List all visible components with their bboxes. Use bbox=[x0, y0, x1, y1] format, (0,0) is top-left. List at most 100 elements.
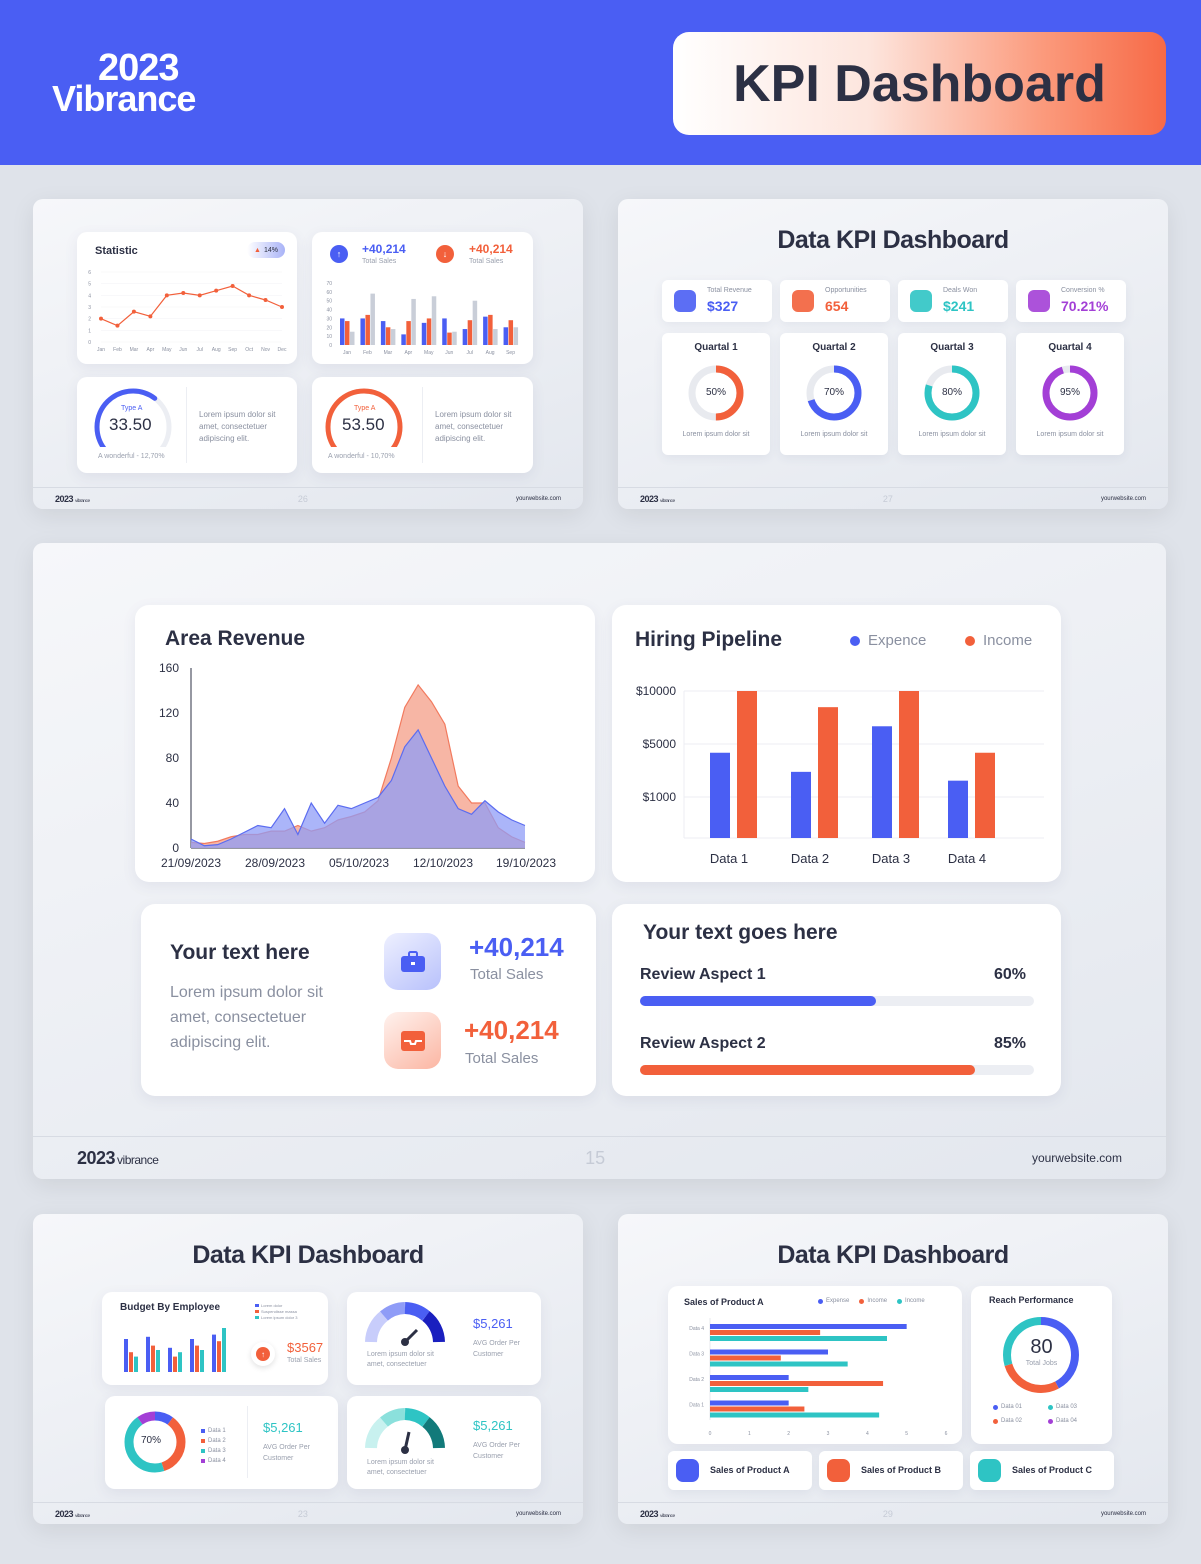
product-label: Sales of Product A bbox=[710, 1465, 790, 1475]
hiring-pipeline-title: Hiring Pipeline bbox=[635, 628, 783, 651]
gauge-card-b: Type A 53.50 A wonderful - 10,70% Lorem … bbox=[312, 377, 533, 473]
tick-label: Dec bbox=[278, 347, 287, 353]
product-label: Sales of Product C bbox=[1012, 1465, 1093, 1475]
product-card-2[interactable]: Sales of Product B bbox=[819, 1451, 963, 1490]
product-card-1[interactable]: Sales of Product A bbox=[668, 1451, 812, 1490]
footer-url[interactable]: yourwebsite.com bbox=[1100, 1510, 1146, 1517]
slide-27[interactable]: Data KPI Dashboard Total Revenue $327 Oppo… bbox=[618, 199, 1168, 509]
tick-label: Sep bbox=[506, 350, 515, 356]
legend-item: Data 04 bbox=[1048, 1418, 1103, 1424]
tick-label: 5 bbox=[905, 1431, 908, 1437]
donut-kpi-label: AVG Order Per Customer bbox=[263, 1444, 310, 1462]
gauge-2-label: AVG Order Per Customer bbox=[473, 1442, 520, 1460]
bar bbox=[411, 298, 416, 345]
gauge-a-text: Lorem ipsum dolor sit amet, consectetuer… bbox=[199, 410, 276, 443]
bar-income bbox=[818, 707, 838, 838]
footer-url[interactable]: yourwebsite.com bbox=[515, 495, 561, 502]
legend-text: Data 03 bbox=[1056, 1404, 1078, 1410]
gauge-card-2: Lorem ipsum dolor sit amet, consectetuer… bbox=[347, 1396, 541, 1489]
bar bbox=[190, 1339, 194, 1372]
area-revenue-card: Area Revenue 160 120 80 40 0 21/09/2023 28/09/… bbox=[135, 605, 595, 882]
kpi-down-label: Total Sales bbox=[469, 258, 504, 265]
bar bbox=[129, 1352, 133, 1372]
bar bbox=[360, 318, 365, 345]
product-card-3[interactable]: Sales of Product C bbox=[970, 1451, 1114, 1490]
legend-item: Data 01 bbox=[993, 1404, 1048, 1410]
data-point bbox=[181, 291, 186, 295]
bar bbox=[442, 318, 447, 345]
quartal-title: Quartal 1 bbox=[694, 342, 738, 353]
stat-icon bbox=[674, 290, 696, 312]
tick-label: 21/09/2023 bbox=[161, 856, 221, 870]
tick-label: Jul bbox=[466, 350, 472, 356]
legend-dot bbox=[897, 1298, 903, 1304]
tick-label: $5000 bbox=[643, 737, 677, 751]
bar bbox=[195, 1345, 199, 1372]
tick-label: 0 bbox=[709, 1431, 712, 1437]
legend-text: Data 1 bbox=[208, 1428, 226, 1434]
tick-label: 1 bbox=[88, 328, 91, 334]
hbar bbox=[710, 1381, 884, 1386]
page-number: 23 bbox=[297, 1508, 308, 1519]
tick-label: 40 bbox=[326, 308, 332, 314]
slide-15[interactable]: Area Revenue 160 120 80 40 0 21/09/2023 28/09/… bbox=[33, 543, 1166, 1179]
tick-label: 2 bbox=[88, 317, 91, 323]
kpi-up-label: Total Sales bbox=[362, 258, 397, 265]
footer-url[interactable]: yourwebsite.com bbox=[515, 1510, 561, 1517]
tick-label: 0 bbox=[329, 343, 332, 349]
data-point bbox=[115, 323, 120, 328]
statistic-line bbox=[100, 285, 283, 327]
page-number: 29 bbox=[882, 1508, 893, 1519]
arrow-up-icon: ▲ bbox=[254, 246, 261, 254]
bar bbox=[462, 329, 468, 345]
gauge-a-value: 33.50 bbox=[109, 415, 152, 434]
tick-label: 0 bbox=[88, 340, 91, 346]
legend-item: Income bbox=[859, 1298, 887, 1304]
slide-29[interactable]: Data KPI Dashboard Sales of Product A Ex… bbox=[618, 1214, 1168, 1524]
progress-track bbox=[640, 996, 1034, 1006]
bar bbox=[488, 314, 493, 345]
slide-23[interactable]: Data KPI Dashboard Budget By Employee Lo… bbox=[33, 1214, 583, 1524]
stat-card-3: Deals Won $241 bbox=[898, 280, 1008, 322]
bar-expence bbox=[872, 726, 892, 838]
text-card-body: Lorem ipsum dolor sit amet, consectetuer… bbox=[170, 984, 323, 1051]
slide-26[interactable]: Statistic ▲ 14% 6 5 4 3 2 1 0 Jan Feb Mar Apr May Jun… bbox=[33, 199, 583, 509]
kpi-sales-2-label: Total Sales bbox=[465, 1050, 539, 1067]
bar bbox=[380, 321, 386, 345]
bar bbox=[168, 1347, 172, 1372]
data-point bbox=[230, 284, 235, 288]
tick-label: 70 bbox=[326, 281, 332, 287]
hbar-chart: 0 1 2 3 4 5 6 Data 4 Data 3 Data 2 Data 1 bbox=[689, 1318, 948, 1437]
bar bbox=[340, 318, 345, 345]
bar bbox=[370, 293, 375, 345]
bar bbox=[431, 296, 437, 345]
legend-text: Suspendisse massa bbox=[261, 1308, 297, 1314]
bar bbox=[151, 1345, 155, 1372]
data-point bbox=[164, 293, 169, 298]
hbar bbox=[710, 1375, 789, 1380]
tick-label: $1000 bbox=[643, 790, 677, 804]
footer-url[interactable]: yourwebsite.com bbox=[1100, 495, 1146, 502]
quartal-text: Lorem ipsum dolor sit bbox=[800, 431, 868, 438]
legend-dot bbox=[1048, 1404, 1053, 1410]
arrow-down-icon: ↓ bbox=[436, 245, 454, 263]
review-card: Your text goes here Review Aspect 1 60% Re… bbox=[612, 904, 1061, 1096]
quartal-donut bbox=[1042, 365, 1098, 421]
footer-brand: 2023 vibrance bbox=[55, 493, 90, 504]
stat-value: 70.21% bbox=[1061, 298, 1109, 314]
bar bbox=[503, 327, 509, 345]
briefcase-icon bbox=[384, 933, 441, 990]
area-revenue-title: Area Revenue bbox=[165, 627, 306, 650]
gauge-b-type: Type A bbox=[354, 405, 376, 412]
tick-label: Apr bbox=[404, 350, 412, 356]
bar bbox=[200, 1350, 204, 1372]
category-label: Data 1 bbox=[689, 1403, 704, 1409]
slide-title: Data KPI Dashboard bbox=[777, 1241, 1009, 1269]
tick-label: Jun bbox=[445, 350, 453, 356]
gauge-b-note: A wonderful - 10,70% bbox=[328, 453, 395, 460]
speedometer-gauge bbox=[365, 1302, 445, 1346]
divider bbox=[422, 387, 423, 463]
tick-label: 3 bbox=[827, 1431, 830, 1437]
review-pct: 85% bbox=[993, 1035, 1026, 1052]
footer-url[interactable]: yourwebsite.com bbox=[1031, 1151, 1122, 1165]
